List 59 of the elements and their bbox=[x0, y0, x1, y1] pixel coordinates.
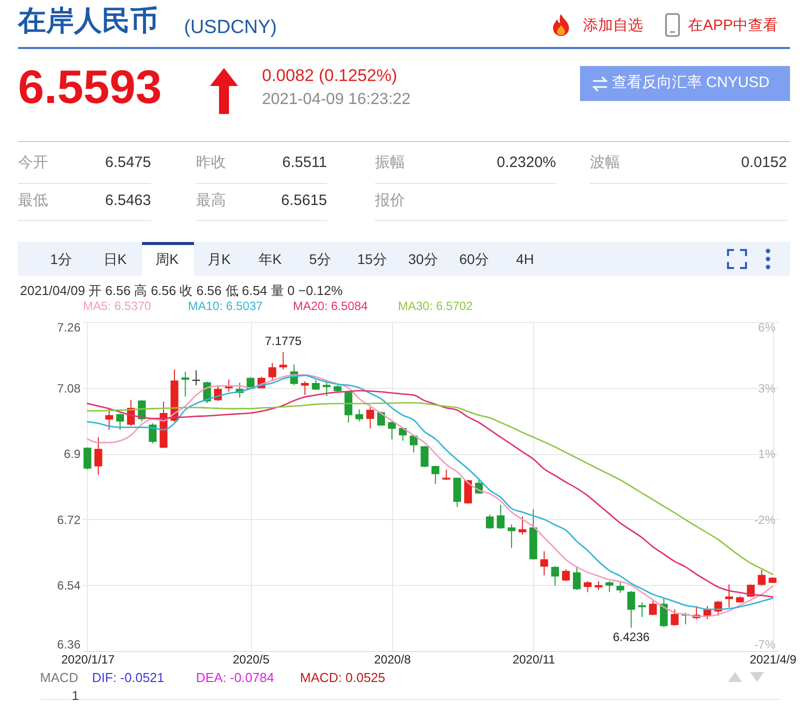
chart-subtitle: (USDCNY) bbox=[184, 17, 277, 39]
text: 2021-04-09 16:23:22 bbox=[262, 91, 411, 110]
y-tick-label: 6.9 bbox=[64, 447, 81, 462]
text: DEA: -0.0784 bbox=[196, 670, 274, 686]
y-tick-label: 7.26 bbox=[57, 320, 81, 334]
text: 6.5593 bbox=[18, 60, 162, 114]
text: 日K bbox=[103, 251, 127, 268]
text: DIF: -0.0521 bbox=[92, 670, 164, 686]
text: 6.5463 bbox=[105, 192, 151, 210]
annotation: 6.4236 bbox=[612, 630, 650, 644]
text: 最低 bbox=[18, 192, 48, 210]
y2-tick-label: 3% bbox=[758, 381, 776, 396]
text: 6.5615 bbox=[281, 192, 327, 210]
text: 15分 bbox=[357, 251, 387, 268]
text: 5分 bbox=[309, 251, 331, 268]
y-tick-label: 7.08 bbox=[57, 381, 81, 396]
text: 1分 bbox=[50, 251, 72, 268]
y2-tick-label: 1% bbox=[758, 447, 776, 462]
text: 1 bbox=[72, 688, 79, 704]
text: 6.5475 bbox=[105, 154, 151, 172]
y-tick-label: 6.54 bbox=[57, 578, 81, 593]
text: 添加自选 bbox=[583, 17, 643, 34]
text: MACD: 0.0525 bbox=[300, 670, 386, 686]
text: MA5: 6.5370 bbox=[83, 299, 152, 314]
x-tick-label: 2020/1/17 bbox=[61, 652, 115, 666]
annotation: 7.1775 bbox=[264, 334, 302, 348]
text: MA30: 6.5702 bbox=[398, 299, 473, 314]
x-tick-label: 2020/8 bbox=[374, 652, 412, 666]
text: 4H bbox=[516, 251, 534, 268]
text: 昨收 bbox=[196, 154, 226, 172]
text: 0.0082 (0.1252%) bbox=[262, 66, 398, 86]
text: 报价 bbox=[375, 192, 405, 210]
text: 月K bbox=[207, 251, 231, 268]
text: 2021/04/09 开 6.56 高 6.56 收 6.56 低 6.54 量 0 −0.12% bbox=[20, 283, 343, 299]
text: 查看反向汇率 CNYUSD bbox=[612, 74, 770, 92]
y2-tick-label: -2% bbox=[754, 513, 776, 528]
text: MA20: 6.5084 bbox=[293, 299, 368, 314]
text: MA10: 6.5037 bbox=[188, 299, 263, 314]
text: 波幅 bbox=[590, 154, 620, 172]
text: 振幅 bbox=[375, 154, 405, 172]
text: 今开 bbox=[18, 154, 48, 172]
y-tick-label: 6.72 bbox=[57, 512, 81, 527]
text: 最高 bbox=[196, 192, 226, 210]
text: 60分 bbox=[459, 251, 489, 268]
x-tick-label: 2020/11 bbox=[512, 652, 556, 666]
text: 周K bbox=[155, 251, 179, 268]
text: 0.2320% bbox=[496, 154, 556, 172]
text: MACD bbox=[40, 670, 78, 686]
y2-tick-label: -7% bbox=[754, 638, 776, 652]
chart-title: 在岸人民币 bbox=[18, 5, 158, 38]
text: 年K bbox=[258, 251, 282, 268]
text: 6.5511 bbox=[282, 154, 327, 172]
x-tick-label: 2020/5 bbox=[232, 652, 270, 666]
y-tick-label: 6.36 bbox=[57, 638, 81, 652]
text: 30分 bbox=[408, 251, 438, 268]
x-tick-label: 2021/4/9 bbox=[750, 652, 797, 666]
y2-tick-label: 6% bbox=[758, 320, 776, 334]
text: 0.0152 bbox=[741, 154, 787, 172]
text: 在APP中查看 bbox=[688, 17, 778, 34]
